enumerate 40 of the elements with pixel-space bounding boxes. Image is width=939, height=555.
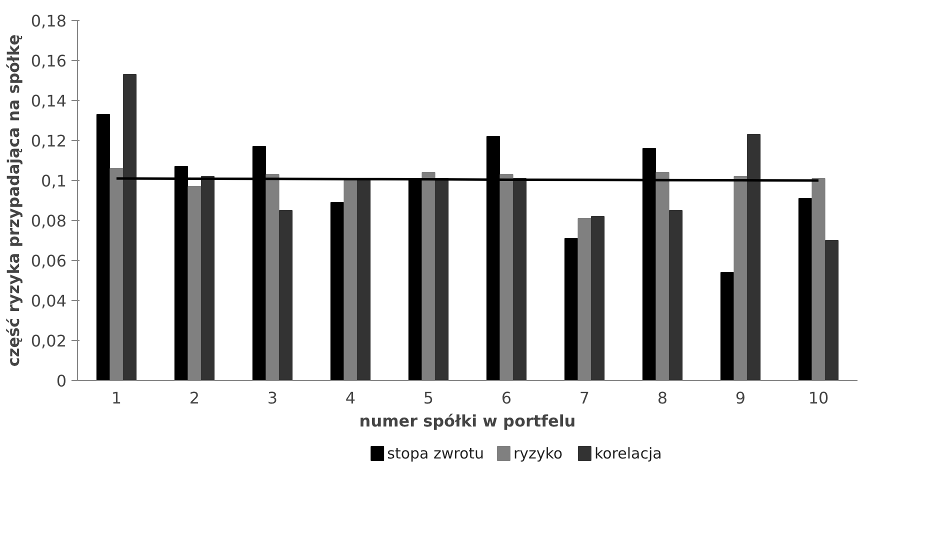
x-tick-label: 2 — [189, 388, 200, 408]
y-tick-label: 0,08 — [30, 212, 66, 230]
y-tick-label: 0,02 — [30, 332, 66, 350]
x-tick-label: 3 — [267, 388, 278, 408]
legend-label: ryzyko — [513, 444, 563, 462]
bar — [824, 240, 839, 380]
bar — [668, 210, 683, 380]
x-tick-label: 8 — [657, 388, 668, 408]
x-tick-label: 4 — [345, 388, 356, 408]
legend-label: korelacja — [594, 444, 662, 462]
x-tick-label: 6 — [501, 388, 512, 408]
y-tick-label: 0 — [56, 372, 67, 390]
x-tick-label: 9 — [735, 388, 746, 408]
y-tick-label: 0,14 — [30, 92, 66, 110]
bar — [200, 176, 215, 380]
bar — [96, 114, 110, 380]
x-tick-label: 1 — [111, 388, 122, 408]
x-tick-label: 5 — [423, 388, 434, 408]
x-tick-label: 7 — [579, 388, 590, 408]
y-tick-label: 0,04 — [30, 292, 66, 310]
bar — [278, 210, 293, 380]
y-tick-label: 0,16 — [30, 52, 66, 70]
x-tick-label: 10 — [808, 388, 829, 408]
y-tick-label: 0,1 — [41, 172, 67, 190]
bar — [512, 178, 527, 380]
bar — [746, 134, 761, 380]
x-axis-title: numer spółki w portfelu — [359, 412, 576, 430]
bar — [356, 178, 371, 380]
bar — [122, 74, 137, 380]
bar — [590, 216, 605, 380]
y-axis-title: część ryzyka przypadająca na spółkę — [4, 34, 23, 367]
y-tick-label: 0,18 — [30, 12, 66, 30]
y-tick-label: 0,12 — [30, 132, 66, 150]
bar — [720, 272, 734, 380]
bar — [434, 178, 449, 380]
y-tick-label: 0,06 — [30, 252, 66, 270]
bar — [330, 202, 344, 380]
legend-label: stopa zwrotu — [387, 444, 484, 462]
bar — [564, 238, 578, 380]
bar — [798, 198, 812, 380]
